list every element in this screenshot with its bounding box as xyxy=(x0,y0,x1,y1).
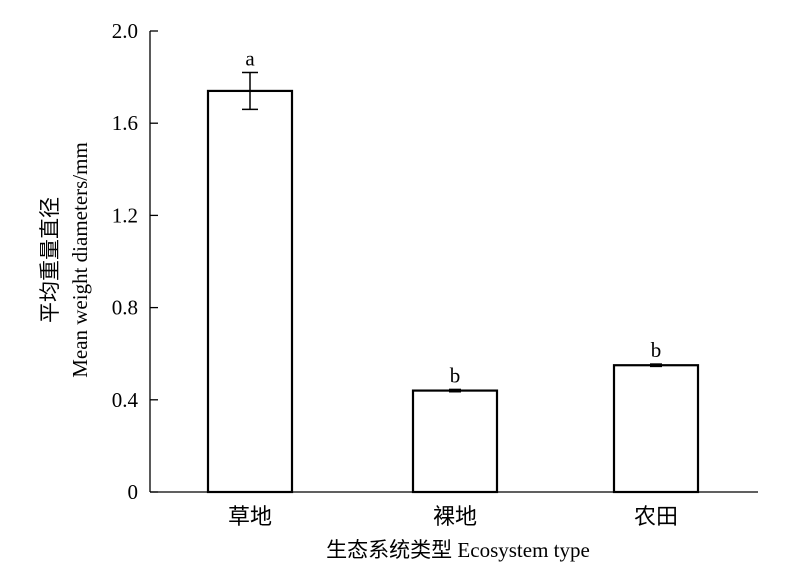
x-tick-label: 裸地 xyxy=(433,504,477,529)
significance-label: a xyxy=(245,46,255,70)
x-tick-label: 农田 xyxy=(634,504,678,529)
y-tick-label: 2.0 xyxy=(112,19,138,43)
y-tick-label: 0 xyxy=(128,480,139,504)
bar xyxy=(612,364,700,494)
y-tick-label: 1.6 xyxy=(112,111,138,135)
bar xyxy=(206,89,294,494)
significance-label: b xyxy=(450,363,461,387)
y-axis-title-english: Mean weight diameters/mm xyxy=(68,142,92,378)
y-axis-title-chinese: 平均重量直径 xyxy=(38,197,62,323)
y-tick-label: 0.4 xyxy=(112,388,139,412)
plot-area: 0 0.4 0.8 1.2 1.6 2.0 a 草地 b 裸地 b 农田 xyxy=(112,19,758,529)
x-axis-title: 生态系统类型 Ecosystem type xyxy=(326,538,590,562)
bar xyxy=(411,389,499,494)
y-tick-label: 0.8 xyxy=(112,296,138,320)
significance-label: b xyxy=(651,338,662,362)
y-tick-label: 1.2 xyxy=(112,203,138,227)
x-tick-label: 草地 xyxy=(228,504,272,529)
